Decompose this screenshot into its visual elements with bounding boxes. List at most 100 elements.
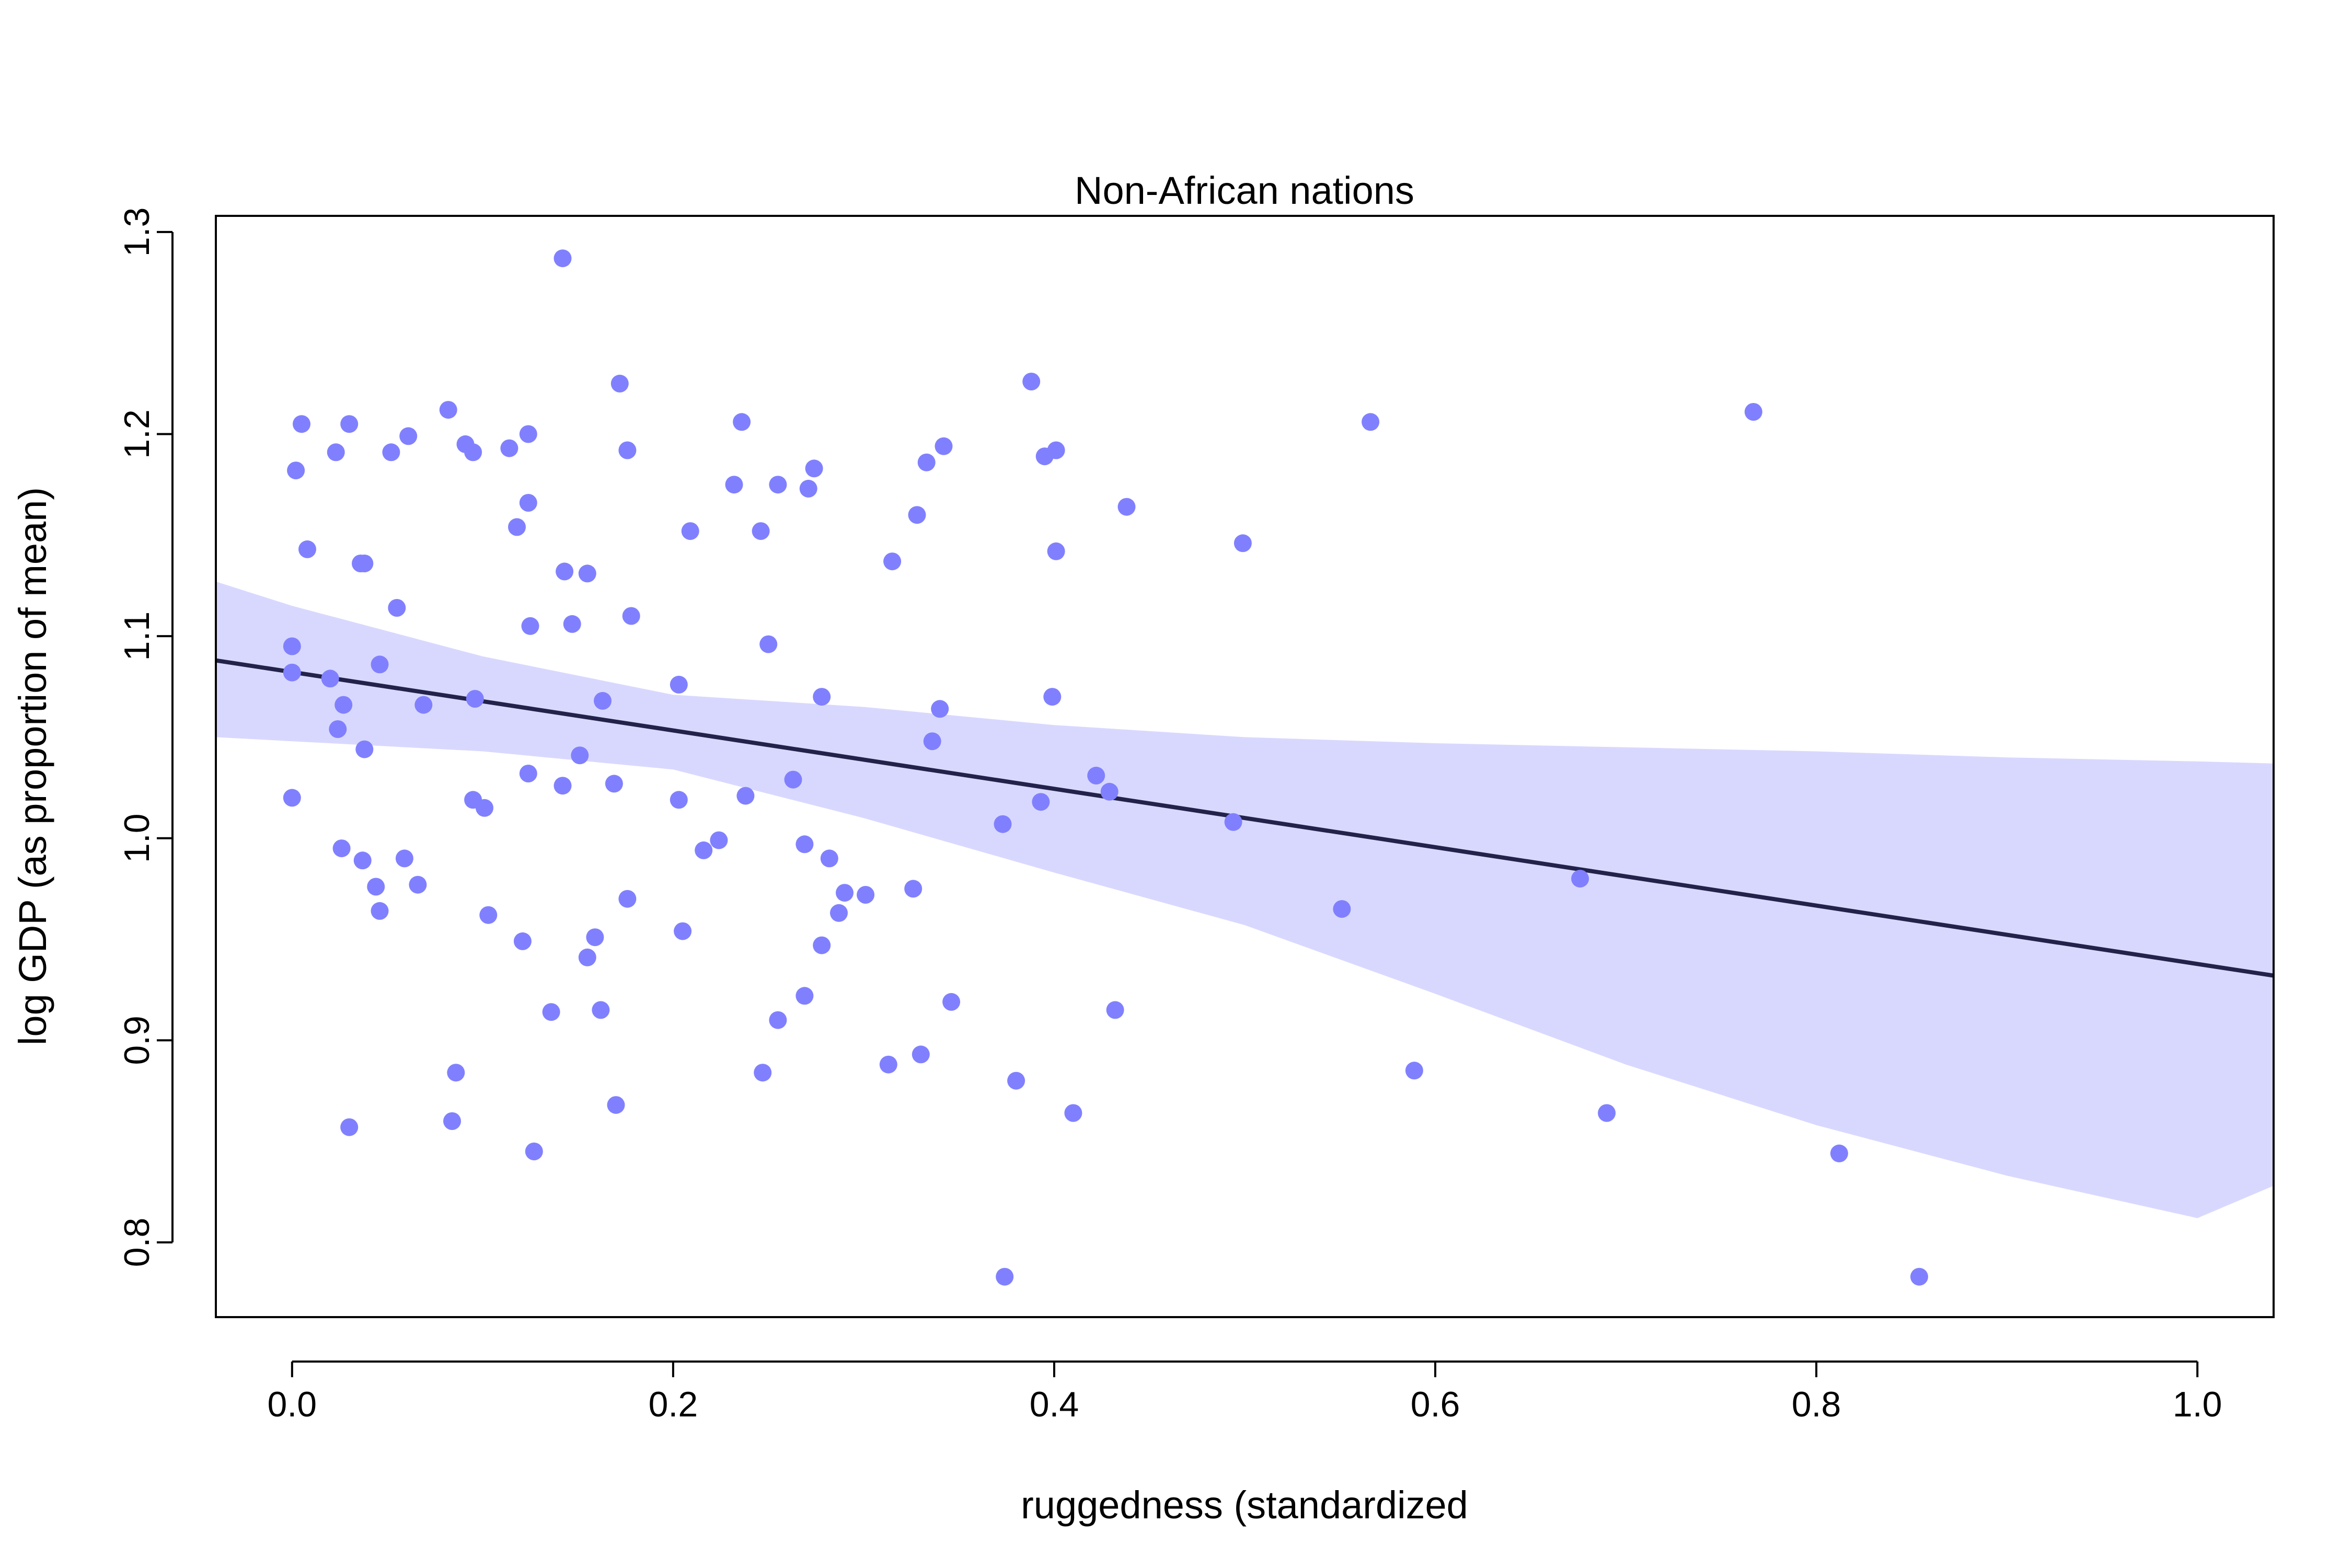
data-point (670, 675, 688, 694)
data-point (447, 1064, 465, 1082)
data-point (1035, 447, 1054, 466)
data-point (607, 1096, 625, 1114)
data-point (935, 437, 953, 455)
data-point (769, 476, 787, 494)
data-point (293, 415, 310, 433)
data-point (355, 740, 374, 758)
data-point (610, 374, 629, 393)
data-point (1224, 813, 1242, 831)
data-point (769, 1011, 787, 1029)
data-point (1405, 1062, 1423, 1080)
data-point (332, 839, 351, 858)
data-point (618, 890, 637, 908)
x-tick-label: 1.0 (2173, 1385, 2222, 1424)
data-point (1064, 1104, 1082, 1122)
data-point (917, 453, 936, 471)
data-point (1333, 900, 1351, 918)
data-point (414, 696, 433, 714)
chart-title: Non-African nations (1075, 169, 1414, 212)
data-point (1598, 1104, 1616, 1122)
data-point (795, 835, 814, 854)
data-point (618, 441, 637, 459)
x-tick-label: 0.0 (268, 1385, 317, 1424)
data-point (1022, 373, 1041, 390)
data-point (857, 886, 875, 904)
data-point (710, 831, 728, 849)
data-point (554, 777, 572, 795)
data-point (1100, 782, 1119, 801)
data-point (695, 841, 713, 859)
data-point (1571, 870, 1589, 888)
data-point (931, 700, 949, 718)
data-point (476, 799, 493, 817)
data-point (830, 904, 848, 922)
data-point (1233, 534, 1252, 552)
data-point (464, 443, 482, 462)
data-point (622, 607, 640, 625)
data-point (586, 928, 604, 947)
data-point (409, 875, 427, 894)
data-point (571, 746, 589, 765)
data-point (367, 878, 385, 896)
y-tick-label: 0.8 (117, 1218, 157, 1267)
data-point (1117, 498, 1136, 516)
data-point (395, 849, 413, 868)
confidence-band (216, 581, 2274, 1218)
data-point (352, 555, 370, 572)
data-point (752, 522, 770, 540)
data-point (340, 1118, 359, 1136)
data-point (479, 906, 498, 924)
x-axis-title: ruggedness (standardized (1021, 1483, 1468, 1527)
data-point (594, 691, 612, 710)
data-point (1830, 1144, 1848, 1162)
data-point (371, 655, 389, 674)
data-point (674, 922, 692, 940)
data-point (321, 670, 339, 688)
data-point (327, 443, 345, 462)
data-point (820, 849, 838, 868)
data-point (1910, 1267, 1928, 1286)
data-point (1106, 1001, 1124, 1019)
data-point (578, 564, 596, 583)
data-points-layer (283, 249, 1928, 1286)
data-point (733, 413, 751, 431)
confidence-band-layer (216, 581, 2274, 1218)
data-point (605, 775, 623, 793)
y-axis-title: log GDP (as proportion of mean) (11, 487, 54, 1045)
data-point (879, 1055, 897, 1074)
data-point (500, 439, 518, 457)
data-point (923, 732, 941, 751)
data-point (736, 787, 755, 805)
data-point (1032, 793, 1050, 811)
y-tick-label: 1.2 (117, 409, 157, 459)
data-point (466, 690, 484, 708)
data-point (525, 1143, 543, 1160)
data-point (813, 936, 831, 954)
data-point (371, 902, 389, 920)
data-point (283, 663, 301, 682)
data-point (1047, 542, 1065, 560)
data-point (298, 540, 316, 558)
data-point (1744, 403, 1762, 421)
data-point (784, 770, 802, 789)
data-point (996, 1267, 1014, 1286)
data-point (681, 522, 699, 540)
data-point (1362, 413, 1380, 431)
data-point (443, 1112, 461, 1130)
data-point (283, 789, 301, 807)
data-point (1087, 766, 1105, 785)
data-point (382, 443, 400, 462)
data-point (335, 696, 353, 714)
data-point (799, 479, 817, 498)
data-point (912, 1045, 930, 1064)
y-tick-label: 1.0 (117, 813, 157, 863)
plot-frame (215, 215, 2275, 1318)
data-point (519, 765, 537, 782)
data-point (883, 552, 902, 571)
data-point (287, 462, 305, 480)
regression-line (215, 658, 2274, 978)
data-point (508, 518, 526, 536)
x-tick-label: 0.2 (649, 1385, 698, 1424)
x-tick-label: 0.4 (1030, 1385, 1079, 1424)
